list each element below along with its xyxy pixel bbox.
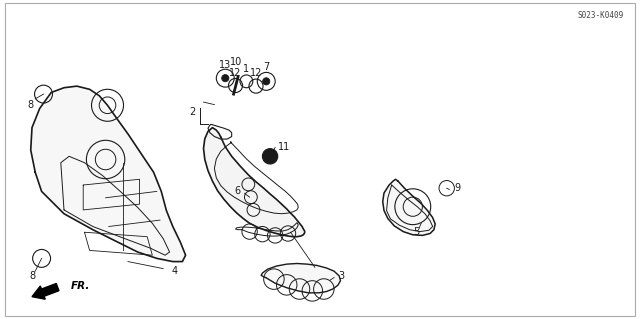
Text: 9: 9: [454, 183, 461, 193]
Text: 12: 12: [229, 68, 242, 78]
FancyArrow shape: [32, 284, 59, 299]
Text: FR.: FR.: [70, 281, 90, 292]
Polygon shape: [204, 128, 305, 237]
Polygon shape: [383, 179, 435, 235]
Text: 3: 3: [338, 271, 344, 281]
Text: 6: 6: [234, 186, 241, 196]
Text: 1: 1: [243, 63, 250, 74]
Circle shape: [262, 78, 270, 85]
Polygon shape: [31, 86, 186, 262]
Text: 10: 10: [230, 57, 243, 67]
Polygon shape: [261, 263, 340, 293]
Circle shape: [221, 75, 229, 82]
Text: 8: 8: [29, 271, 35, 281]
Circle shape: [262, 149, 278, 164]
Text: S023-K0409: S023-K0409: [578, 11, 624, 20]
Text: 5: 5: [413, 226, 419, 237]
Text: 7: 7: [263, 62, 269, 72]
Text: 13: 13: [219, 60, 232, 70]
Text: 4: 4: [172, 265, 178, 276]
Text: 11: 11: [278, 142, 291, 152]
Text: 8: 8: [28, 100, 34, 110]
Text: 2: 2: [189, 107, 195, 117]
Text: 12: 12: [250, 68, 262, 78]
